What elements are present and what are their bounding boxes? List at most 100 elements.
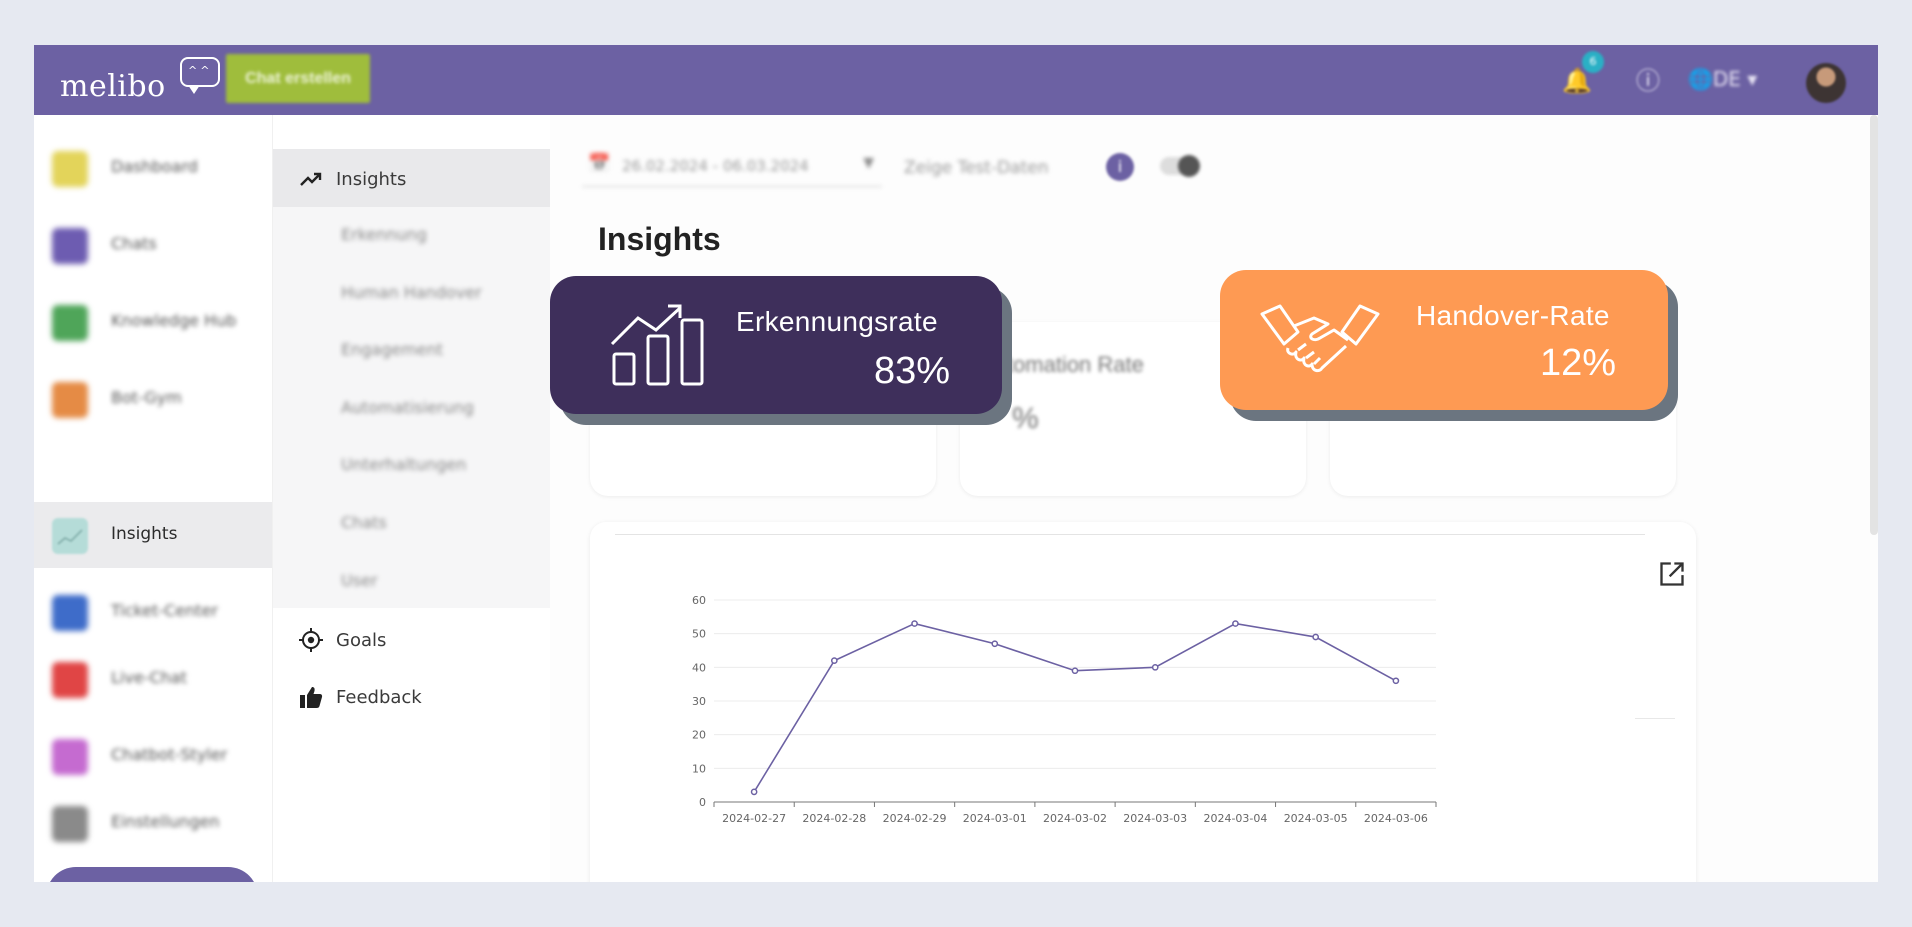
y-tick-label: 60 <box>692 594 706 607</box>
data-point <box>1071 667 1079 675</box>
page-title: Insights <box>598 221 721 257</box>
data-point <box>991 640 999 648</box>
subnav-child-user[interactable]: User <box>341 571 378 590</box>
chatbot-styler-icon <box>52 739 88 775</box>
melibo-logo[interactable]: melibo ^^ <box>60 55 230 107</box>
kpi-value: 83% <box>873 350 950 392</box>
y-tick-label: 40 <box>692 661 706 674</box>
x-tick-label: 2024-03-05 <box>1284 812 1348 825</box>
insights-subnav: Insights Erkennung Human Handover Engage… <box>272 115 551 882</box>
sidebar-item-ticket-center[interactable]: Ticket-Center <box>34 579 272 645</box>
chats-icon <box>52 228 88 264</box>
app-window: melibo ^^ Chat erstellen 🔔 6 ⓘ 🌐DE ▾ Das… <box>34 45 1878 882</box>
subnav-child-recognition[interactable]: Erkennung <box>341 225 427 244</box>
x-tick-label: 2024-03-04 <box>1203 812 1267 825</box>
x-tick-label: 2024-02-28 <box>802 812 866 825</box>
x-tick-label: 2024-03-03 <box>1123 812 1187 825</box>
sidebar-item-label: Chatbot-Styler <box>111 745 228 764</box>
y-tick-label: 10 <box>692 762 706 775</box>
open-in-new-icon[interactable] <box>1658 560 1686 588</box>
x-tick-label: 2024-03-06 <box>1364 812 1428 825</box>
subnav-group <box>273 149 551 608</box>
y-tick-label: 20 <box>692 729 706 742</box>
sidebar-item-dashboard[interactable]: Dashboard <box>34 135 272 201</box>
recognition-rate-card[interactable]: Erkennungsrate 83% <box>550 276 1002 414</box>
x-tick-label: 2024-03-01 <box>963 812 1027 825</box>
test-data-label: Zeige Test-Daten <box>904 158 1049 178</box>
subnav-child-automation[interactable]: Automatisierung <box>341 398 474 417</box>
sidebar-item-label: Dashboard <box>111 157 198 176</box>
series-line <box>753 622 1397 793</box>
data-point <box>1232 620 1239 627</box>
y-tick-label: 0 <box>699 796 706 809</box>
sidebar-item-label: Chats <box>111 234 157 253</box>
sidebar-item-settings[interactable]: Einstellungen <box>34 790 272 856</box>
chart-card-divider <box>1635 718 1675 719</box>
sidebar-item-chatbot-styler[interactable]: Chatbot-Styler <box>34 723 272 789</box>
handover-rate-card[interactable]: Handover-Rate 12% <box>1220 270 1668 410</box>
subnav-item-goals[interactable]: Goals <box>273 612 551 668</box>
settings-icon <box>52 806 88 842</box>
main-sidebar: Dashboard Chats Knowledge Hub Bot-Gym In… <box>34 115 272 882</box>
knowledge-hub-icon <box>52 305 88 341</box>
data-point <box>1312 633 1320 641</box>
subnav-child-engagement[interactable]: Engagement <box>341 340 444 359</box>
sidebar-item-knowledge-hub[interactable]: Knowledge Hub <box>34 289 272 355</box>
data-point <box>1392 677 1400 685</box>
data-point <box>750 788 758 796</box>
sidebar-item-label: Insights <box>111 524 178 544</box>
sidebar-item-live-chat[interactable]: Live-Chat <box>34 646 272 712</box>
sidebar-item-label: Bot-Gym <box>111 388 182 407</box>
date-range-picker[interactable]: 📅 26.02.2024 - 06.03.2024 ▼ <box>582 147 882 187</box>
subnav-item-label: Goals <box>336 630 387 651</box>
kpi-title: Handover-Rate <box>1416 300 1610 331</box>
subnav-child-human-handover[interactable]: Human Handover <box>341 283 482 302</box>
bot-gym-icon <box>52 382 88 418</box>
help-icon[interactable]: ⓘ <box>1636 67 1660 95</box>
bar-chart-icon <box>610 304 704 386</box>
data-point <box>911 620 918 627</box>
background-card-value: % <box>1012 402 1039 435</box>
handshake-icon <box>1260 304 1380 373</box>
ticket-center-icon <box>52 595 88 631</box>
info-icon[interactable]: i <box>1106 153 1134 181</box>
sidebar-bottom-button[interactable] <box>46 867 258 882</box>
target-icon <box>299 628 323 652</box>
thumbs-up-icon <box>300 687 323 708</box>
subnav-child-chats[interactable]: Chats <box>341 513 387 532</box>
logo-text: melibo <box>60 69 166 104</box>
chart-card: 0 10 20 30 40 50 60 2024-02-27 2024-02-28 2024-02… <box>590 522 1696 882</box>
kpi-value: 12% <box>1539 342 1616 384</box>
subnav-child-conversations[interactable]: Unterhaltungen <box>341 455 467 474</box>
subnav-item-insights[interactable]: Insights <box>273 151 551 207</box>
sidebar-item-label: Einstellungen <box>111 812 220 831</box>
subnav-item-feedback[interactable]: Feedback <box>273 669 551 725</box>
chat-bubble-icon: ^^ <box>180 57 220 94</box>
chart-card-divider <box>615 534 1645 535</box>
sidebar-item-label: Knowledge Hub <box>111 311 237 330</box>
language-selector[interactable]: 🌐DE ▾ <box>1688 67 1758 91</box>
calendar-icon: 📅 <box>588 153 611 174</box>
y-tick-label: 50 <box>692 628 706 641</box>
insights-icon <box>52 518 88 554</box>
page-scrollbar[interactable] <box>1870 115 1878 535</box>
test-data-toggle[interactable] <box>1160 155 1200 177</box>
user-avatar[interactable] <box>1806 63 1846 103</box>
data-point <box>830 657 838 664</box>
x-tick-label: 2024-02-27 <box>722 812 786 825</box>
y-tick-label: 30 <box>692 695 706 708</box>
create-chat-button[interactable]: Chat erstellen <box>226 54 370 103</box>
sidebar-item-insights[interactable]: Insights <box>34 502 272 568</box>
date-range-value: 26.02.2024 - 06.03.2024 <box>622 157 809 175</box>
sidebar-item-chats[interactable]: Chats <box>34 212 272 278</box>
top-bar: melibo ^^ Chat erstellen 🔔 6 ⓘ 🌐DE ▾ <box>34 45 1878 115</box>
live-chat-icon <box>52 662 88 698</box>
sidebar-item-label: Ticket-Center <box>111 601 218 620</box>
notification-badge: 6 <box>1582 51 1604 73</box>
line-chart: 0 10 20 30 40 50 60 2024-02-27 2024-02-28 2024-02… <box>692 594 1437 825</box>
dashboard-icon <box>52 151 88 187</box>
data-point <box>1151 663 1159 671</box>
main-content: 📅 26.02.2024 - 06.03.2024 ▼ Zeige Test-D… <box>550 115 1878 882</box>
sidebar-item-bot-gym[interactable]: Bot-Gym <box>34 366 272 432</box>
x-tick-label: 2024-03-02 <box>1043 812 1107 825</box>
